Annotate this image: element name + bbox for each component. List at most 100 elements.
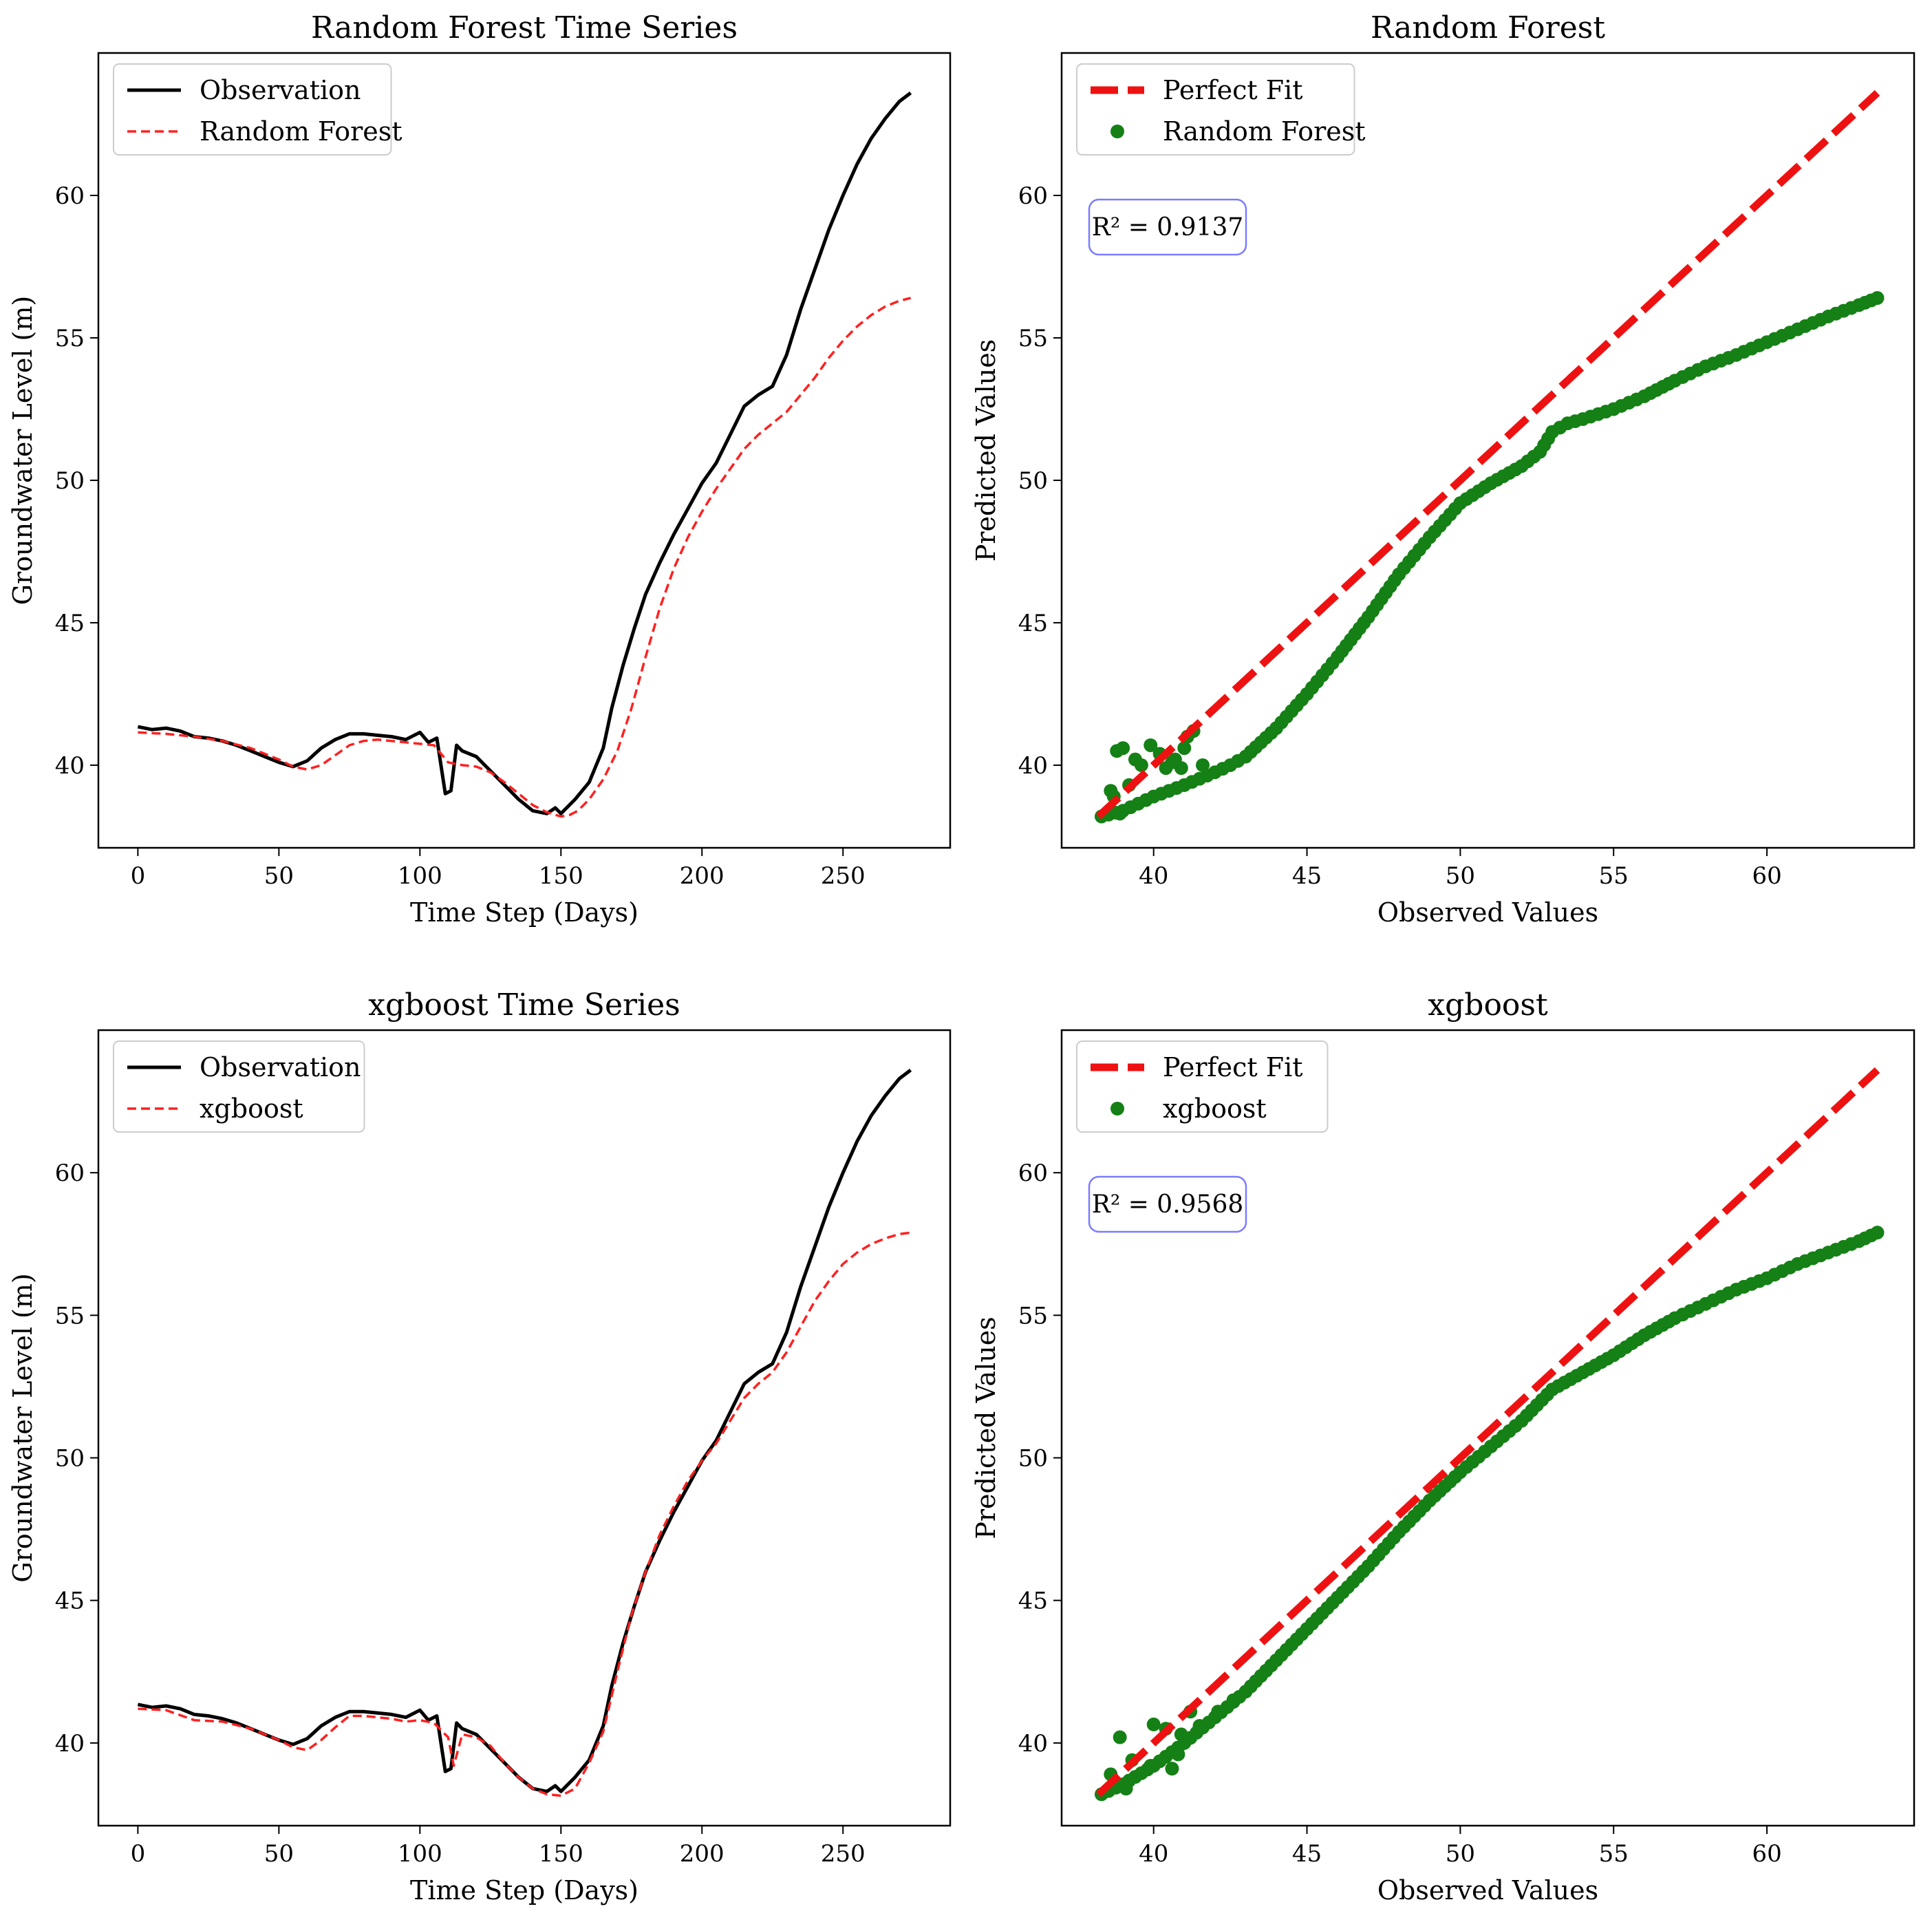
y-tick-label: 40 xyxy=(1018,752,1048,780)
plot-area xyxy=(137,1069,912,1797)
x-tick-label: 50 xyxy=(1446,1840,1475,1868)
x-tick-label: 55 xyxy=(1599,1840,1629,1868)
data-point xyxy=(1119,1782,1133,1796)
y-tick-label: 60 xyxy=(1018,182,1048,210)
y-tick-label: 50 xyxy=(55,467,85,495)
y-axis-label: Predicted Values xyxy=(971,339,1001,562)
y-axis-label: Predicted Values xyxy=(971,1316,1001,1539)
x-tick-label: 40 xyxy=(1139,1840,1168,1868)
x-tick-label: 250 xyxy=(821,862,866,890)
x-tick-label: 60 xyxy=(1752,862,1781,890)
data-point xyxy=(1144,1758,1158,1773)
legend-label: Observation xyxy=(200,1052,361,1082)
plot-area xyxy=(1094,1067,1885,1802)
legend: Observation xgboost xyxy=(113,1040,365,1133)
axes-frame xyxy=(97,1029,952,1827)
y-tick-label: 40 xyxy=(55,752,85,780)
y-tick-label: 50 xyxy=(1018,1445,1048,1473)
series-line-observation xyxy=(137,92,912,815)
plot-area xyxy=(137,92,912,818)
chart-title: Random Forest Time Series xyxy=(311,10,738,45)
x-tick-label: 150 xyxy=(539,1840,583,1868)
legend-label: xgboost xyxy=(1163,1093,1267,1124)
legend-swatch-dot xyxy=(1110,125,1124,138)
y-tick-label: 55 xyxy=(1018,325,1048,352)
data-point xyxy=(1144,738,1158,752)
r2-box xyxy=(1088,198,1247,256)
chart-title: Random Forest xyxy=(1371,10,1605,45)
r2-box xyxy=(1088,1175,1247,1233)
series-line-prediction xyxy=(138,1231,911,1797)
legend: Observation Random Forest xyxy=(113,63,402,156)
y-axis-label: Groundwater Level (m) xyxy=(8,296,38,605)
legend-label: Observation xyxy=(200,75,361,105)
legend: Perfect Fit Random Forest xyxy=(1076,63,1366,156)
x-tick-label: 250 xyxy=(821,1840,866,1868)
chart-panel-3: xgboost Time Series Time Step (Days) Groun… xyxy=(8,987,952,1905)
chart-panel-2: Random Forest Observed Values Predicted Va… xyxy=(971,10,1915,928)
data-point xyxy=(1177,741,1192,756)
chart-panel-1: Random Forest Time Series Time Step (Days… xyxy=(8,10,952,928)
y-tick-label: 45 xyxy=(55,1588,85,1615)
y-tick-label: 55 xyxy=(55,1302,85,1330)
x-tick-label: 50 xyxy=(1446,862,1475,890)
y-tick-label: 55 xyxy=(1018,1302,1048,1330)
r2-label: R² = 0.9137 xyxy=(1092,213,1244,242)
x-axis-label: Observed Values xyxy=(1377,1875,1598,1905)
y-tick-label: 50 xyxy=(55,1445,85,1473)
x-tick-label: 100 xyxy=(398,862,442,890)
data-point xyxy=(1211,1705,1225,1719)
data-point xyxy=(1171,1747,1185,1762)
legend-label: Perfect Fit xyxy=(1163,1052,1303,1082)
x-axis-label: Time Step (Days) xyxy=(410,897,638,928)
data-point xyxy=(1116,741,1130,756)
data-point xyxy=(1104,784,1118,798)
x-tick-label: 200 xyxy=(680,862,724,890)
y-axis-label: Groundwater Level (m) xyxy=(8,1273,38,1582)
data-point xyxy=(1165,1762,1179,1776)
x-tick-label: 40 xyxy=(1139,862,1168,890)
x-axis-label: Observed Values xyxy=(1377,897,1598,928)
series-line-prediction xyxy=(138,297,912,818)
data-point xyxy=(1870,291,1885,306)
legend-label: Perfect Fit xyxy=(1163,75,1303,105)
perfect-fit-line xyxy=(1095,89,1880,820)
chart-title: xgboost xyxy=(1428,987,1548,1023)
data-point xyxy=(1870,1226,1885,1240)
y-tick-label: 45 xyxy=(55,610,85,637)
axes-frame xyxy=(1060,52,1915,849)
x-tick-label: 60 xyxy=(1752,1840,1781,1868)
legend-label: xgboost xyxy=(200,1093,303,1124)
x-tick-label: 45 xyxy=(1292,1840,1322,1868)
data-point xyxy=(1174,1727,1188,1742)
data-point xyxy=(1192,1718,1207,1733)
data-point xyxy=(1146,1717,1161,1731)
y-tick-label: 45 xyxy=(1018,1588,1048,1615)
x-tick-label: 45 xyxy=(1292,862,1322,890)
x-axis-label: Time Step (Days) xyxy=(410,1875,638,1905)
y-tick-label: 60 xyxy=(1018,1160,1048,1187)
y-tick-label: 55 xyxy=(55,325,85,352)
plot-area xyxy=(1094,89,1885,824)
chart-title: xgboost Time Series xyxy=(368,987,680,1023)
data-point xyxy=(1226,1693,1241,1707)
axes-frame xyxy=(1060,1029,1915,1827)
data-point xyxy=(1113,807,1127,821)
axes-frame xyxy=(97,52,952,849)
legend-label: Random Forest xyxy=(1163,116,1366,147)
x-tick-label: 150 xyxy=(539,862,583,890)
y-tick-label: 60 xyxy=(55,1160,85,1187)
x-tick-label: 0 xyxy=(131,1840,146,1868)
y-tick-label: 60 xyxy=(55,182,85,210)
x-tick-label: 0 xyxy=(131,862,146,890)
y-tick-label: 40 xyxy=(1018,1730,1048,1758)
chart-panel-4: xgboost Observed Values Predicted Values 40… xyxy=(971,987,1915,1905)
y-tick-label: 50 xyxy=(1018,467,1048,495)
x-tick-label: 50 xyxy=(264,1840,294,1868)
legend-label: Random Forest xyxy=(200,116,402,147)
y-tick-label: 40 xyxy=(55,1730,85,1758)
x-tick-label: 100 xyxy=(398,1840,442,1868)
x-tick-label: 50 xyxy=(264,862,294,890)
x-tick-label: 55 xyxy=(1599,862,1629,890)
